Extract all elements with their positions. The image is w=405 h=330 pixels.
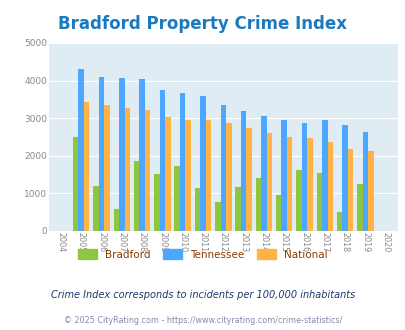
Text: Bradford Property Crime Index: Bradford Property Crime Index bbox=[58, 15, 347, 33]
Bar bbox=[260, 116, 266, 231]
Text: © 2025 CityRating.com - https://www.cityrating.com/crime-statistics/: © 2025 CityRating.com - https://www.city… bbox=[64, 316, 341, 325]
Bar bbox=[174, 166, 179, 231]
Bar bbox=[336, 212, 341, 231]
Bar bbox=[240, 111, 246, 231]
Bar bbox=[98, 77, 104, 231]
Bar bbox=[286, 137, 292, 231]
Bar bbox=[154, 174, 159, 231]
Bar bbox=[220, 105, 226, 231]
Text: Crime Index corresponds to incidents per 100,000 inhabitants: Crime Index corresponds to incidents per… bbox=[51, 290, 354, 300]
Bar bbox=[296, 170, 301, 231]
Bar bbox=[307, 139, 312, 231]
Bar bbox=[73, 137, 78, 231]
Bar bbox=[356, 184, 362, 231]
Bar bbox=[266, 133, 271, 231]
Bar bbox=[78, 69, 84, 231]
Bar bbox=[341, 124, 347, 231]
Bar bbox=[134, 161, 139, 231]
Bar bbox=[185, 120, 190, 231]
Bar bbox=[179, 93, 185, 231]
Bar bbox=[84, 102, 89, 231]
Bar bbox=[281, 120, 286, 231]
Bar bbox=[194, 188, 200, 231]
Bar bbox=[159, 89, 165, 231]
Bar bbox=[316, 174, 321, 231]
Bar bbox=[104, 105, 109, 231]
Bar bbox=[119, 78, 124, 231]
Bar bbox=[327, 142, 332, 231]
Bar bbox=[367, 151, 373, 231]
Bar bbox=[113, 209, 119, 231]
Bar bbox=[301, 123, 307, 231]
Bar bbox=[347, 148, 352, 231]
Bar bbox=[145, 110, 150, 231]
Bar bbox=[255, 178, 260, 231]
Bar bbox=[93, 186, 98, 231]
Bar bbox=[275, 195, 281, 231]
Bar bbox=[235, 187, 240, 231]
Legend: Bradford, Tennessee, National: Bradford, Tennessee, National bbox=[74, 245, 331, 264]
Bar bbox=[165, 116, 170, 231]
Bar bbox=[124, 108, 130, 231]
Bar bbox=[139, 79, 145, 231]
Bar bbox=[362, 132, 367, 231]
Bar bbox=[321, 120, 327, 231]
Bar bbox=[226, 123, 231, 231]
Bar bbox=[246, 128, 251, 231]
Bar bbox=[205, 120, 211, 231]
Bar bbox=[200, 96, 205, 231]
Bar bbox=[215, 202, 220, 231]
